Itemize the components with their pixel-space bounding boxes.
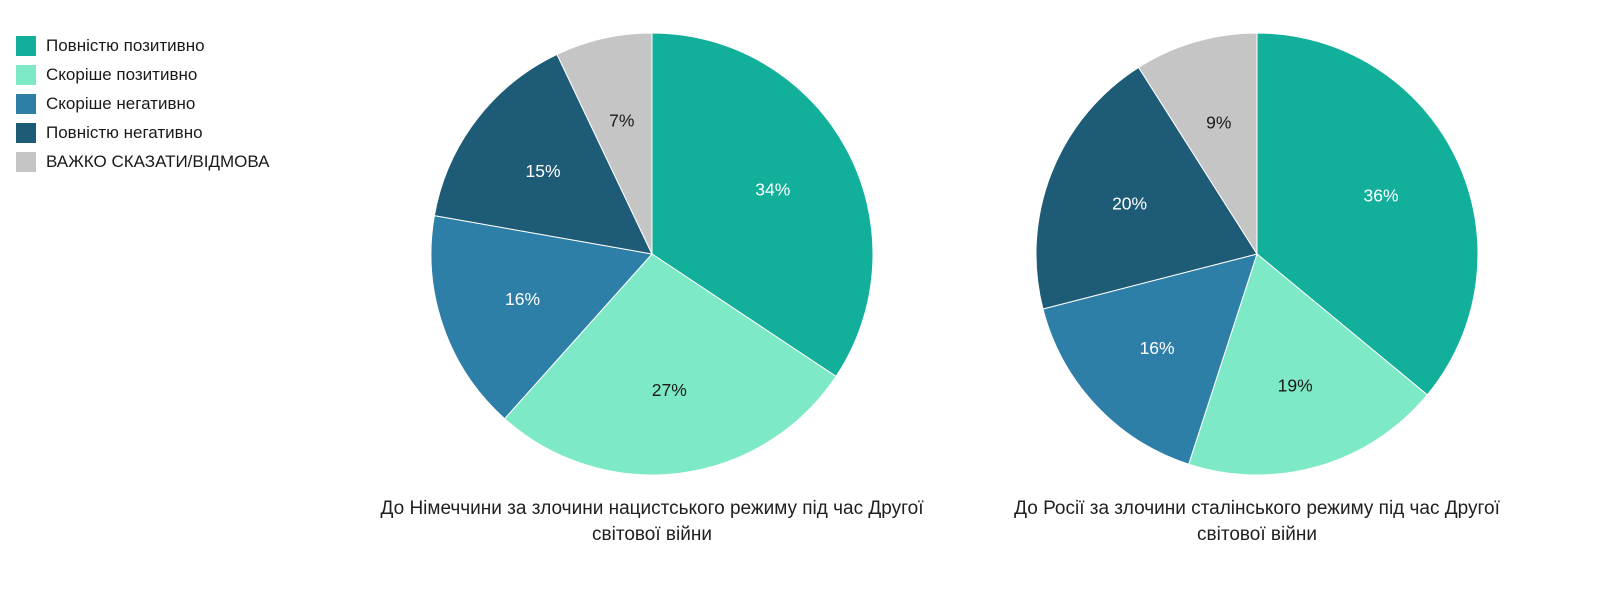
chart-legend: Повністю позитивно Скоріше позитивно Ско… bbox=[16, 36, 269, 181]
pie-slice-label: 19% bbox=[1278, 376, 1313, 396]
chart-caption-russia: До Росії за злочини сталінського режиму … bbox=[1014, 498, 1500, 545]
pie-slice-label: 15% bbox=[525, 161, 560, 181]
legend-item: Повністю негативно bbox=[16, 123, 269, 143]
pie-slice-label: 16% bbox=[1140, 338, 1175, 358]
pie-slice bbox=[503, 253, 837, 476]
legend-label: Скоріше негативно bbox=[46, 94, 196, 113]
pie-slice bbox=[430, 215, 653, 420]
pie-slice bbox=[1035, 66, 1258, 310]
legend-item: ВАЖКО СКАЗАТИ/ВІДМОВА bbox=[16, 152, 269, 172]
legend-label: Скоріше позитивно bbox=[46, 65, 198, 84]
legend-label: Повністю негативно bbox=[46, 123, 203, 142]
legend-item: Повністю позитивно bbox=[16, 36, 269, 56]
pie-germany-svg: 34% 27% 16% 15% 7% bbox=[430, 32, 874, 476]
legend-label: ВАЖКО СКАЗАТИ/ВІДМОВА bbox=[46, 152, 270, 171]
pie-russia-svg: 36% 19% 16% 20% 9% bbox=[1035, 32, 1479, 476]
pie-slice bbox=[1256, 32, 1479, 396]
pie-slice-label: 34% bbox=[755, 179, 790, 199]
legend-item: Скоріше негативно bbox=[16, 94, 269, 114]
pie-slice bbox=[556, 32, 653, 255]
pie-slice bbox=[433, 53, 653, 255]
pie-slice-label: 36% bbox=[1363, 186, 1398, 206]
legend-label: Повністю позитивно bbox=[46, 36, 205, 55]
pie-slice-label: 9% bbox=[1206, 112, 1231, 132]
pie-slice-label: 7% bbox=[609, 110, 634, 130]
pie-chart-russia: 36% 19% 16% 20% 9% До Росії за злочини сталі… bbox=[957, 28, 1557, 547]
pie-slice bbox=[1042, 253, 1258, 465]
pie-slice-label: 20% bbox=[1112, 194, 1147, 214]
pie-slice bbox=[1137, 32, 1258, 256]
chart-caption-germany: До Німеччини за злочини нацистського реж… bbox=[380, 498, 924, 545]
legend-swatch bbox=[16, 36, 36, 56]
pie-chart-germany: 34% 27% 16% 15% 7% До Німеччини за злочини н… bbox=[352, 28, 952, 547]
pie-slice-label: 16% bbox=[505, 289, 540, 309]
legend-swatch bbox=[16, 65, 36, 85]
legend-swatch bbox=[16, 123, 36, 143]
legend-swatch bbox=[16, 94, 36, 114]
legend-item: Скоріше позитивно bbox=[16, 65, 269, 85]
pie-slice-label: 27% bbox=[652, 380, 687, 400]
pie-slice bbox=[1188, 253, 1428, 476]
legend-swatch bbox=[16, 152, 36, 172]
